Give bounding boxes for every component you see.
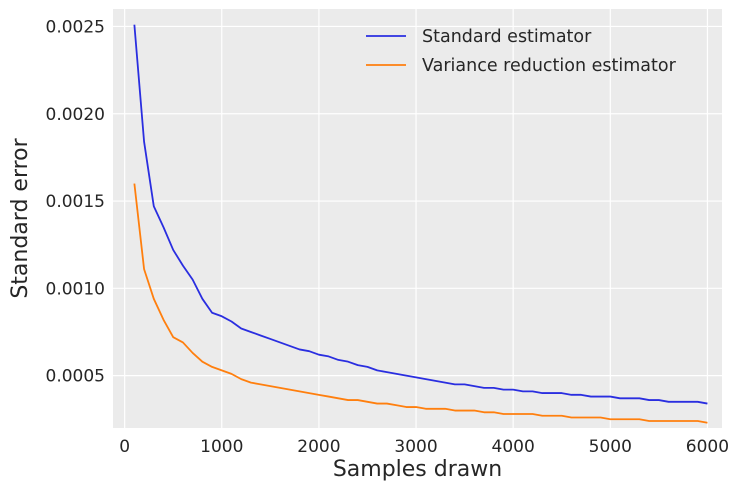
y-axis-label: Standard error <box>8 137 33 298</box>
grid-lines <box>113 9 722 428</box>
y-tick-label: 0.0010 <box>46 279 105 299</box>
series-lines <box>133 24 708 424</box>
series-line-1 <box>133 24 708 405</box>
y-tick-label: 0.0005 <box>46 367 105 387</box>
y-tick-labels: 0.0005 0.0010 0.0015 0.0020 0.0025 <box>46 17 105 386</box>
series-line-2 <box>133 183 708 424</box>
x-tick-label: 5000 <box>589 437 632 457</box>
x-axis-label: Samples drawn <box>333 457 502 482</box>
y-tick-label: 0.0015 <box>46 192 105 212</box>
x-tick-label: 3000 <box>394 437 437 457</box>
x-tick-label: 1000 <box>200 437 243 457</box>
legend-label: Standard estimator <box>422 27 592 47</box>
x-tick-label: 6000 <box>686 437 729 457</box>
y-tick-label: 0.0025 <box>46 17 105 37</box>
x-tick-label: 4000 <box>492 437 535 457</box>
legend-item: Standard estimator <box>366 27 592 47</box>
x-tick-labels: 0 1000 2000 3000 4000 5000 6000 <box>119 437 729 457</box>
legend-item: Variance reduction estimator <box>366 56 677 76</box>
x-tick-label: 0 <box>119 437 130 457</box>
plot-area-background <box>113 9 722 428</box>
y-tick-label: 0.0020 <box>46 105 105 125</box>
x-tick-label: 2000 <box>297 437 340 457</box>
legend: Standard estimator Variance reduction est… <box>366 27 677 76</box>
legend-label: Variance reduction estimator <box>422 56 677 76</box>
